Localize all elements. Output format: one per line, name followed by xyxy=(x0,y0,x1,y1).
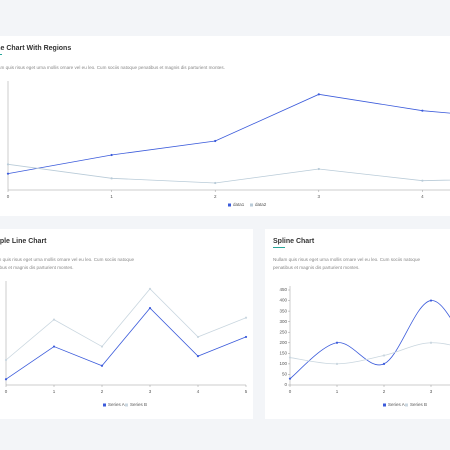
x-tick-label: 1 xyxy=(110,194,113,199)
data-point xyxy=(6,163,10,166)
title-accent xyxy=(273,247,285,248)
x-tick-label: 4 xyxy=(421,194,424,199)
data-point xyxy=(335,362,339,365)
data-point xyxy=(148,287,152,290)
data-point xyxy=(52,318,56,321)
data-point xyxy=(421,179,424,182)
y-tick-label: 300 xyxy=(279,319,287,324)
data-point xyxy=(214,181,217,185)
x-tick-label: 4 xyxy=(197,389,200,394)
data-point xyxy=(196,335,200,339)
y-tick-label: 350 xyxy=(279,308,287,313)
x-tick-label: 2 xyxy=(101,389,104,394)
legend-label: Series B xyxy=(410,402,427,407)
chart-subtitle: Nullam quis risus eget urna mollis ornar… xyxy=(273,257,421,270)
x-tick-label: 0 xyxy=(5,389,8,394)
x-tick-label: 5 xyxy=(245,389,248,394)
legend-swatch xyxy=(228,203,231,207)
y-tick-label: 150 xyxy=(279,351,287,356)
x-tick-label: 0 xyxy=(289,389,292,394)
data-point xyxy=(148,306,152,310)
x-tick-label: 3 xyxy=(318,194,321,199)
series-line xyxy=(5,307,247,380)
x-tick-label: 1 xyxy=(53,389,56,394)
card xyxy=(0,229,253,419)
data-point xyxy=(317,167,320,171)
legend-swatch xyxy=(125,403,128,407)
data-point xyxy=(244,335,248,339)
data-point xyxy=(382,362,386,365)
legend-label: Series A xyxy=(108,402,125,407)
legend-label: Series B xyxy=(130,402,147,407)
data-point xyxy=(214,139,217,143)
y-tick-label: 100 xyxy=(279,361,287,366)
x-tick-label: 3 xyxy=(149,389,152,394)
legend-swatch xyxy=(383,403,386,407)
data-point xyxy=(429,299,433,302)
card xyxy=(265,229,450,419)
data-point xyxy=(110,177,113,180)
series-line xyxy=(7,93,450,175)
legend-swatch xyxy=(250,203,253,207)
y-tick-label: 50 xyxy=(282,372,288,377)
data-point xyxy=(244,316,248,319)
series-line xyxy=(5,288,247,361)
data-point xyxy=(100,345,104,348)
series-line xyxy=(7,163,450,184)
x-tick-label: 3 xyxy=(430,389,433,394)
title-accent xyxy=(0,54,2,55)
legend-swatch xyxy=(103,403,106,407)
card xyxy=(0,36,450,216)
data-point xyxy=(52,345,56,348)
chart-title: Line Chart With Regions xyxy=(0,45,71,52)
data-point xyxy=(100,364,104,367)
data-point xyxy=(288,377,292,380)
data-point xyxy=(110,153,113,157)
data-point xyxy=(6,172,10,175)
chart-title: Spline Chart xyxy=(273,238,315,245)
data-point xyxy=(421,109,424,112)
data-point xyxy=(382,354,386,357)
y-tick-label: 0 xyxy=(284,382,287,387)
y-tick-label: 250 xyxy=(279,329,287,334)
legend-label: Series A xyxy=(388,402,405,407)
x-tick-label: 2 xyxy=(214,194,217,199)
y-tick-label: 400 xyxy=(279,298,287,303)
chart-subtitle: Nullam quis risus eget urna mollis ornar… xyxy=(0,65,225,70)
data-point xyxy=(288,356,292,359)
y-tick-label: 450 xyxy=(279,287,287,292)
data-point xyxy=(335,341,339,344)
legend-swatch xyxy=(405,403,408,407)
data-point xyxy=(429,341,433,344)
x-tick-label: 1 xyxy=(336,389,339,394)
data-point xyxy=(196,355,200,358)
x-tick-label: 2 xyxy=(383,389,386,394)
data-point xyxy=(4,358,8,362)
data-point xyxy=(4,378,8,381)
legend-label: data2 xyxy=(255,202,267,207)
data-point xyxy=(317,93,320,96)
series-line xyxy=(289,342,450,365)
y-tick-label: 200 xyxy=(279,340,287,345)
legend-label: data1 xyxy=(233,202,245,207)
chart-title: Simple Line Chart xyxy=(0,238,47,245)
x-tick-label: 0 xyxy=(7,194,10,199)
chart-subtitle: Nullam quis risus eget urna mollis ornar… xyxy=(0,257,135,270)
